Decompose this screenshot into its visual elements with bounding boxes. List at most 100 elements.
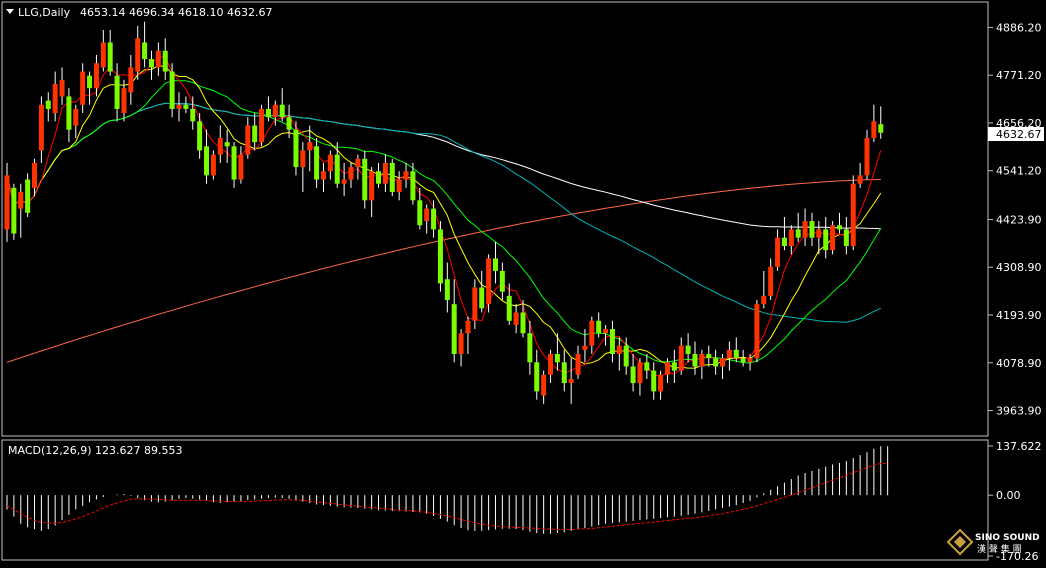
candle-up (726, 349, 732, 359)
candle-up (754, 304, 760, 359)
candle-down (706, 354, 712, 359)
candle-up (637, 362, 643, 384)
macd-panel-frame (1, 439, 989, 561)
candle-up (664, 362, 670, 375)
candle-up (32, 162, 38, 188)
candle-up (548, 354, 554, 375)
candle-up (355, 158, 361, 168)
candle-down (437, 229, 443, 284)
candle-down (836, 225, 842, 230)
candle-down (148, 59, 154, 68)
macd-signal-path (6, 462, 888, 530)
candle-up (272, 104, 278, 118)
candle-up (396, 179, 402, 192)
candle-up (403, 171, 409, 180)
candle-down (265, 108, 271, 118)
price-tick-label: 4656.20 (996, 117, 1042, 130)
macd-axis: 137.622 0.00 -170.26 (988, 440, 1042, 563)
candle-down (231, 146, 237, 180)
candle-down (107, 42, 113, 72)
candle-up (176, 104, 182, 109)
candle-down (25, 179, 31, 213)
candle-down (162, 50, 168, 72)
price-tick-label: 4193.90 (996, 309, 1042, 322)
price-axis: 4886.20 4771.20 4656.20 4541.20 4423.90 4308.… (988, 21, 1042, 418)
candle-down (781, 237, 787, 246)
candle-up (775, 237, 781, 267)
candle-up (210, 154, 216, 176)
last-price-tag (988, 127, 1044, 141)
symbol-label: LLG,Daily (18, 6, 71, 19)
candle-up (568, 378, 574, 384)
candle-up (307, 142, 313, 151)
candle-up (816, 229, 822, 238)
candle-down (417, 200, 423, 226)
candle-down (293, 129, 299, 168)
candle-down (190, 108, 196, 122)
candle-up (52, 84, 58, 114)
candle-down (795, 229, 801, 238)
candle-down (506, 295, 512, 321)
candle-down (520, 312, 526, 334)
ma20-line (6, 80, 882, 364)
candle-down (492, 258, 498, 271)
candle-up (238, 154, 244, 180)
candle-down (142, 42, 148, 60)
candle-down (623, 345, 629, 367)
last-price-value: 4632.67 (996, 128, 1042, 141)
candle-up (59, 79, 65, 97)
price-tick-label: 3963.90 (996, 405, 1042, 418)
candle-up (589, 320, 595, 346)
candle-up (830, 225, 836, 251)
candle-up (155, 50, 161, 68)
candle-down (252, 125, 258, 143)
candle-down (527, 333, 533, 363)
candle-down (444, 279, 450, 300)
candle-up (382, 162, 388, 184)
price-tick-label: 4423.90 (996, 213, 1042, 226)
candlesticks (4, 21, 884, 404)
price-tick-label: 4771.20 (996, 69, 1042, 82)
macd-signal-line (6, 462, 888, 530)
candle-up (575, 354, 581, 375)
price-tick-label: 4886.20 (996, 21, 1042, 34)
candle-up (217, 138, 223, 155)
ohlc-readout: 4653.14 4696.34 4618.10 4632.67 (80, 6, 272, 19)
diamond-inner-icon (954, 536, 966, 548)
candle-up (300, 150, 306, 168)
candle-up (747, 358, 753, 363)
candle-down (809, 221, 815, 238)
candle-up (658, 374, 664, 392)
candle-up (18, 192, 24, 209)
candle-down (823, 229, 829, 251)
sino-sound-logo: SINO SOUND 漢 聲 集 團 (946, 528, 1040, 556)
candle-down (499, 270, 505, 292)
macd-label: MACD(12,26,9) 123.627 89.553 (8, 444, 183, 457)
macd-tick-label: 137.622 (996, 440, 1042, 453)
candle-down (733, 349, 739, 359)
macd-tick-label: 0.00 (996, 489, 1021, 502)
candle-down (878, 124, 884, 133)
candle-up (93, 63, 99, 89)
candle-down (197, 121, 203, 151)
candle-up (857, 175, 863, 184)
candle-up (424, 208, 430, 222)
candle-up (761, 295, 767, 305)
candle-down (843, 229, 849, 246)
candle-up (603, 329, 609, 334)
candle-up (802, 221, 808, 238)
candle-down (692, 354, 698, 367)
candle-up (348, 167, 354, 180)
candle-down (376, 171, 382, 184)
candle-up (465, 320, 471, 334)
price-tick-label: 4541.20 (996, 165, 1042, 178)
dropdown-triangle-icon[interactable] (6, 9, 14, 14)
ma60-line (6, 102, 882, 323)
candle-down (561, 362, 567, 384)
candle-down (45, 100, 51, 109)
watermark-brand: SINO SOUND (975, 533, 1040, 543)
macd-tick-label: -170.26 (996, 550, 1038, 563)
